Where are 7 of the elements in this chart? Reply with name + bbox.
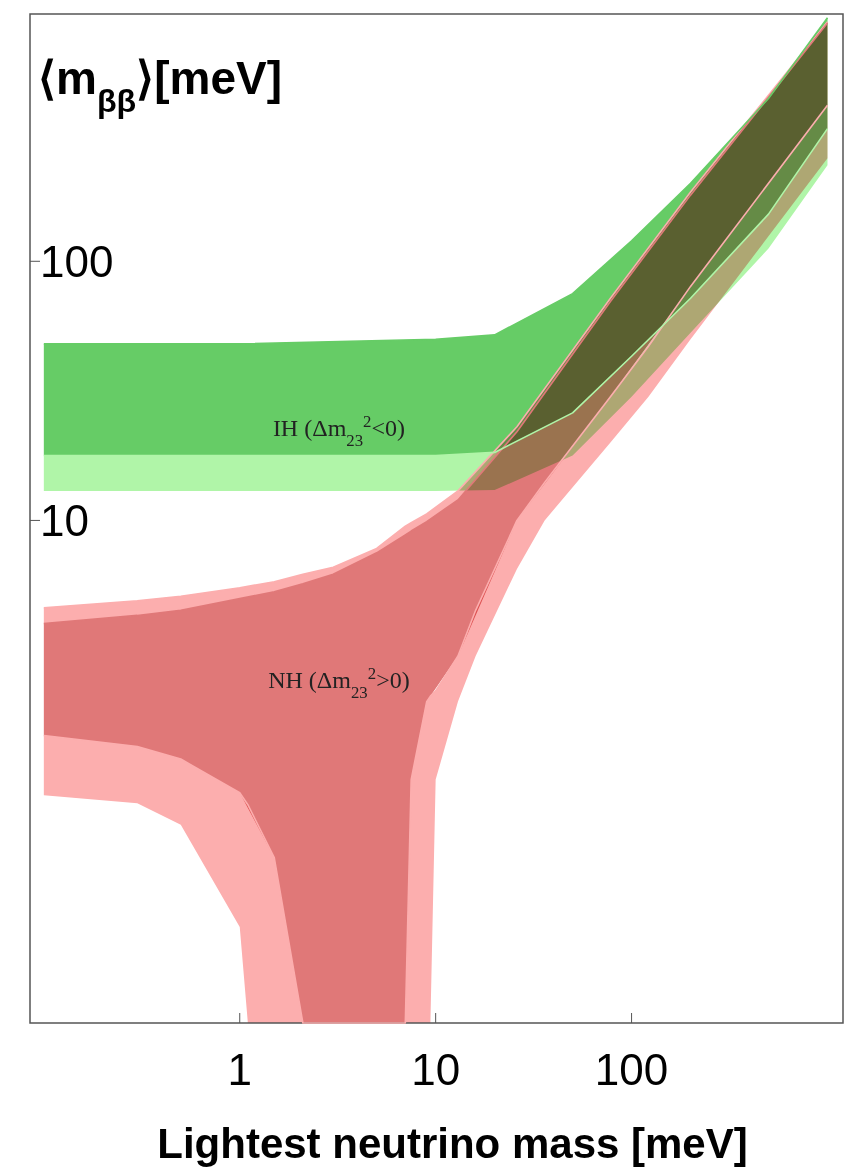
y-axis-title: ⟨m$_{ββ}$⟩[meV] (38, 52, 283, 119)
annotation: IH (Δm$_{23}$$^{2}$<0) (272, 411, 405, 450)
x-axis-title: Lightest neutrino mass [meV] (157, 1120, 748, 1167)
x-tick-label: 100 (594, 1045, 669, 1094)
x-tick-label: 10 (411, 1045, 461, 1094)
x-tick-label: 1 (227, 1045, 252, 1094)
annotation: NH (Δm$_{23}$$^{2}$>0) (268, 663, 410, 702)
